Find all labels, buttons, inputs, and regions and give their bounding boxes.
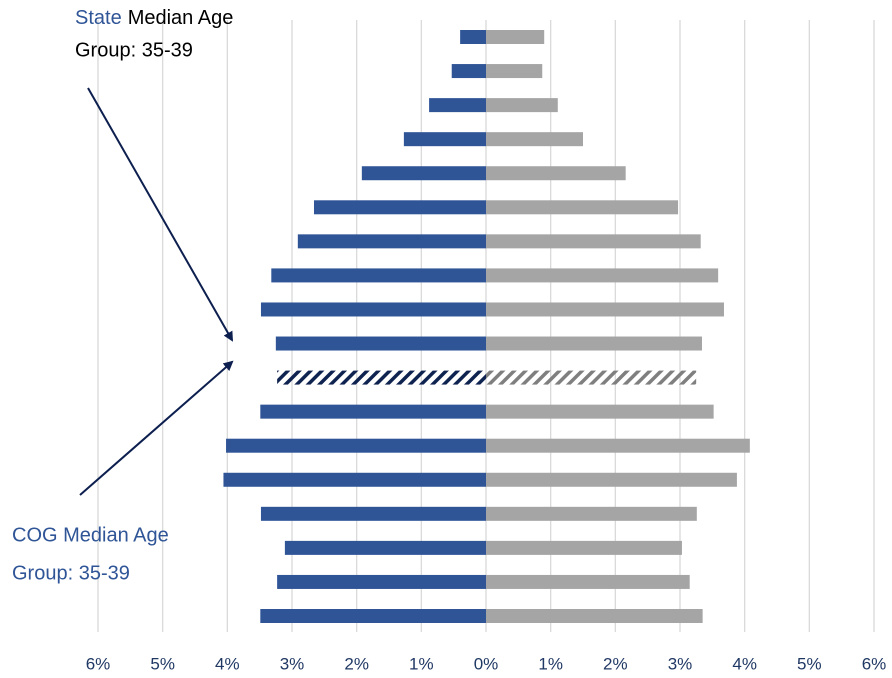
bar	[260, 302, 486, 317]
bar	[486, 30, 545, 44]
bar	[361, 166, 486, 181]
x-tick-label: 0%	[474, 654, 499, 673]
bar	[486, 132, 583, 147]
bar	[260, 404, 486, 419]
bar	[486, 574, 690, 589]
annotation-line: Group: 35-39	[75, 39, 193, 61]
bar	[486, 370, 697, 385]
annotation: State Median Age	[75, 7, 233, 29]
x-tick-label: 5%	[150, 654, 175, 673]
bar	[486, 438, 750, 453]
bar	[313, 200, 486, 215]
x-tick-label: 4%	[215, 654, 240, 673]
bar	[460, 30, 486, 44]
x-tick-label: 2%	[603, 654, 628, 673]
bar	[271, 268, 486, 283]
bar	[486, 336, 702, 351]
annotation-text: Median Age	[128, 7, 234, 29]
bar	[260, 506, 486, 521]
x-tick-label: 3%	[668, 654, 693, 673]
bar	[223, 472, 486, 487]
bar	[403, 132, 486, 147]
bar	[486, 166, 626, 181]
bar	[297, 234, 486, 249]
annotation-text: COG Median Age	[12, 524, 169, 546]
bar	[277, 574, 486, 589]
bar	[226, 438, 487, 453]
annotation-highlight: State	[75, 7, 122, 29]
bar	[486, 98, 558, 113]
x-tick-label: 1%	[409, 654, 434, 673]
bar	[486, 472, 737, 487]
x-tick-label: 2%	[344, 654, 369, 673]
annotation-line: Group: 35-39	[12, 562, 130, 584]
bar	[486, 302, 724, 317]
bar	[486, 268, 719, 283]
x-tick-label: 5%	[797, 654, 822, 673]
bar	[275, 336, 486, 351]
bar	[429, 98, 486, 113]
x-tick-label: 3%	[280, 654, 305, 673]
x-tick-label: 4%	[732, 654, 757, 673]
x-tick-label: 6%	[862, 654, 887, 673]
bar	[486, 200, 679, 215]
bar	[486, 609, 703, 623]
x-tick-label: 6%	[86, 654, 111, 673]
bar	[486, 540, 682, 555]
bar	[284, 540, 486, 555]
bar	[277, 370, 486, 385]
arrow	[79, 360, 234, 496]
arrow	[87, 87, 233, 342]
bar	[486, 404, 714, 419]
bar	[486, 64, 543, 79]
bar	[260, 609, 486, 623]
bar	[486, 506, 697, 521]
bar	[486, 234, 701, 249]
x-tick-label: 1%	[538, 654, 563, 673]
bar	[451, 64, 486, 79]
